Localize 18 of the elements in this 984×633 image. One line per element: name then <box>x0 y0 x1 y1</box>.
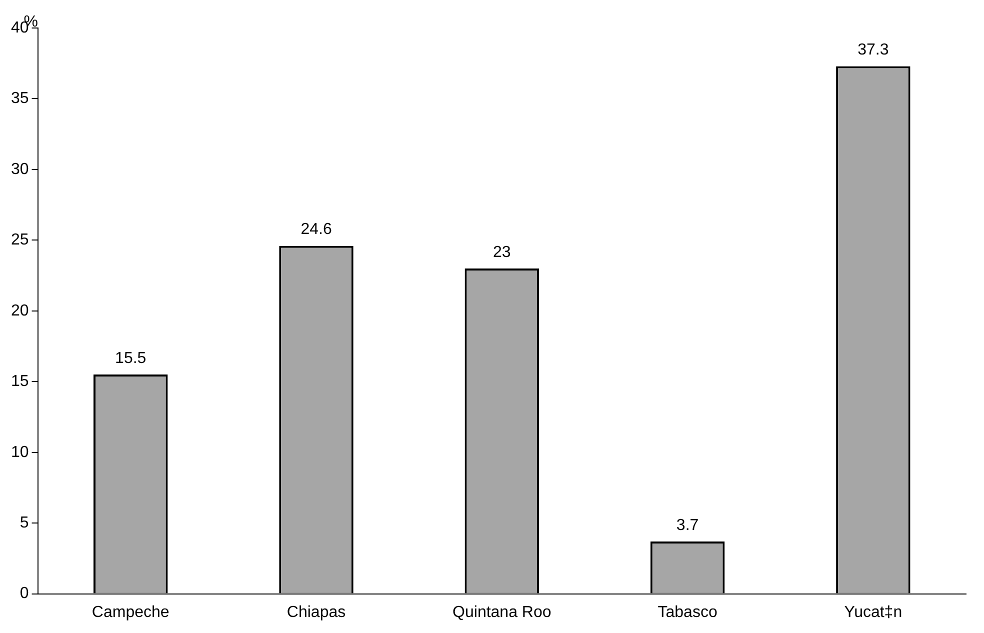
x-tick-label: Chiapas <box>286 604 346 621</box>
y-tick-label: 30 <box>11 160 29 178</box>
y-tick-label: 10 <box>11 444 29 461</box>
y-tick-label: 20 <box>11 302 29 320</box>
data-label: 3.7 <box>676 516 699 534</box>
data-label: 37.3 <box>858 42 889 59</box>
y-tick-label: 0 <box>20 585 29 602</box>
x-tick-label: Tabasco <box>658 604 718 621</box>
x-tick-label: Yucat‡n <box>844 604 902 621</box>
y-tick-label: 35 <box>11 90 29 108</box>
data-label: 24.6 <box>300 221 332 238</box>
x-tick-label: Quintana Roo <box>452 604 552 621</box>
y-tick-label: 5 <box>20 514 29 532</box>
data-label: 15.5 <box>115 350 146 367</box>
x-tick-label: Campeche <box>92 604 170 621</box>
data-label: 23 <box>493 244 511 261</box>
y-tick-label: 15 <box>11 373 29 390</box>
y-tick-label: 25 <box>11 232 29 249</box>
